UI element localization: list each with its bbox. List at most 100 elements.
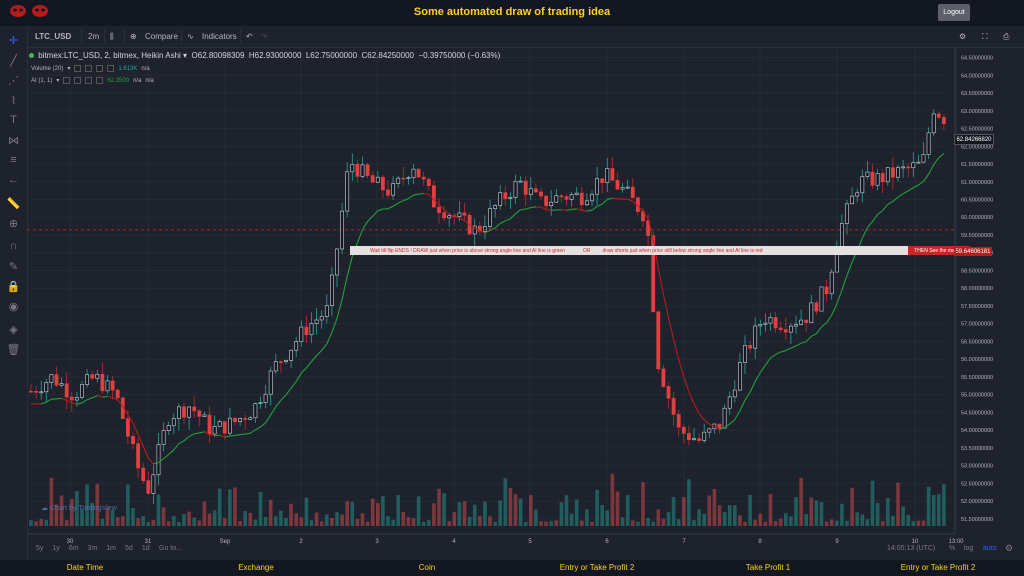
close-icon[interactable] xyxy=(85,77,93,84)
annotation-banner[interactable]: Wait till flip ENDS ! DRAW just when pri… xyxy=(350,246,970,255)
goto-button[interactable]: Go to... xyxy=(159,545,182,552)
footer-entry-tp2-right[interactable]: Entry or Take Profit 2 xyxy=(900,563,976,572)
node-icon[interactable]: ⋈ xyxy=(8,134,19,147)
ai-label[interactable]: AI (1, 1) xyxy=(31,77,53,84)
chevron-down-icon[interactable]: ▾ xyxy=(180,51,188,60)
footer-coin[interactable]: Coin xyxy=(418,563,436,572)
auto-toggle[interactable]: auto xyxy=(983,545,997,552)
footer-exchange[interactable]: Exchange xyxy=(238,563,274,572)
fullscreen-icon[interactable]: ⛶ xyxy=(982,31,988,41)
crosshair-icon[interactable]: ✛ xyxy=(8,34,19,47)
ai-line-segment xyxy=(576,208,582,211)
ai-line-segment xyxy=(295,372,302,382)
trend-line-icon[interactable]: ╱ xyxy=(10,54,17,67)
settings-icon[interactable]: ⚙ xyxy=(959,32,967,41)
camera-icon[interactable]: ⎙ xyxy=(1003,31,1010,41)
footer-date-time[interactable]: Date Time xyxy=(66,563,104,572)
range-button[interactable]: 1y xyxy=(52,545,60,552)
volume-bar xyxy=(901,506,905,526)
tradingview-watermark[interactable]: ☁ Chart by TradingView xyxy=(41,505,117,512)
layers-icon[interactable]: ◈ xyxy=(9,323,18,336)
compare-button[interactable]: Compare xyxy=(145,32,178,41)
volume-bar xyxy=(641,482,645,526)
percent-toggle[interactable]: % xyxy=(949,545,956,552)
fib-icon[interactable]: ⋰ xyxy=(8,74,19,87)
volume-bar xyxy=(625,495,630,526)
legend-title[interactable]: bitmex:LTC_USD, 2, bitmex, Heikin Ashi xyxy=(38,51,181,60)
eye-icon[interactable] xyxy=(63,77,71,84)
volume-bar xyxy=(523,521,528,526)
trash-icon[interactable]: 🗑 xyxy=(6,343,21,356)
more-icon[interactable] xyxy=(96,77,104,84)
magnet-icon[interactable]: ∩ xyxy=(9,240,18,252)
candle-body xyxy=(539,191,543,197)
settings-icon[interactable] xyxy=(74,77,82,84)
close-icon[interactable] xyxy=(96,65,104,72)
ai-line-segment xyxy=(601,199,608,205)
text-icon[interactable]: T xyxy=(10,114,17,126)
zoom-in-icon[interactable]: ⊕ xyxy=(8,217,19,230)
divider xyxy=(81,29,82,44)
range-button[interactable]: 5y xyxy=(36,545,44,552)
footer-entry-tp2[interactable]: Entry or Take Profit 2 xyxy=(559,563,635,572)
ai-line-segment xyxy=(693,403,700,414)
indicators-button[interactable]: Indicators xyxy=(202,32,237,41)
pattern-icon[interactable]: ⌇ xyxy=(10,94,17,107)
measure-icon[interactable]: ≡ xyxy=(10,154,17,166)
volume-bar xyxy=(544,521,548,526)
candle-body xyxy=(595,178,600,195)
back-arrow-icon[interactable]: ← xyxy=(8,174,19,186)
ruler-icon[interactable]: 📏 xyxy=(6,197,21,210)
range-button[interactable]: 1m xyxy=(106,545,117,552)
logout-button[interactable]: Logout xyxy=(938,4,970,21)
volume-bar xyxy=(880,521,885,526)
lock-icon[interactable]: 🔒 xyxy=(6,280,21,293)
symbol-search[interactable]: LTC_USD xyxy=(35,32,72,41)
chart-area[interactable]: 64.50000000 64.00000000 63.50000000 63.0000… xyxy=(27,48,1024,556)
footer-take-profit-1[interactable]: Take Profit 1 xyxy=(745,563,791,572)
candle-body xyxy=(304,326,309,336)
volume-bar xyxy=(233,487,237,526)
candle-body xyxy=(100,373,105,392)
volume-label[interactable]: Volume (20) xyxy=(31,65,64,72)
compare-icon[interactable]: ⊕ xyxy=(130,32,137,41)
candle-body xyxy=(202,414,207,417)
pencil-lock-icon[interactable]: ✎ xyxy=(8,260,19,273)
indicators-icon[interactable]: ∿ xyxy=(187,32,194,41)
eye-icon[interactable] xyxy=(74,65,82,72)
interval-button[interactable]: 2m xyxy=(88,32,100,41)
divider xyxy=(104,29,105,44)
range-button[interactable]: 5d xyxy=(125,545,133,552)
candle-body xyxy=(391,183,396,196)
log-toggle[interactable]: log xyxy=(964,545,974,552)
range-button[interactable]: 3m xyxy=(87,545,98,552)
price-chart[interactable]: 64.50000000 64.00000000 63.50000000 63.0000… xyxy=(27,48,1024,556)
volume-bar xyxy=(942,484,946,526)
volume-bar xyxy=(554,520,559,526)
candle-body xyxy=(171,418,176,426)
ai-line-segment xyxy=(326,332,333,345)
volume-bar xyxy=(248,512,253,526)
eye-icon[interactable]: ◉ xyxy=(8,300,19,313)
volume-bar xyxy=(671,497,676,526)
range-button[interactable]: 1d xyxy=(141,545,150,552)
volume-bar xyxy=(753,519,757,526)
settings-icon[interactable]: ⚙ xyxy=(1005,543,1014,553)
y-tick-label: 52.00000000 xyxy=(961,499,993,505)
bar-style-icon[interactable]: ⫼ xyxy=(110,31,114,41)
chevron-down-icon[interactable]: ▾ xyxy=(67,66,71,72)
range-button[interactable]: 6m xyxy=(68,545,79,552)
candle-body xyxy=(197,410,202,417)
y-tick-label: 63.50000000 xyxy=(961,91,993,97)
chevron-down-icon[interactable]: ▾ xyxy=(56,78,60,84)
ai-line-segment xyxy=(831,303,838,316)
more-icon[interactable] xyxy=(107,65,115,72)
undo-icon[interactable]: ↶ xyxy=(246,32,253,41)
candle-body xyxy=(437,206,441,214)
ai-line-segment xyxy=(280,394,287,401)
ai-line-segment xyxy=(499,220,506,224)
settings-icon[interactable] xyxy=(85,65,93,72)
volume-bar xyxy=(238,520,242,526)
redo-icon[interactable]: ↷ xyxy=(261,32,268,41)
volume-bar xyxy=(860,514,865,526)
